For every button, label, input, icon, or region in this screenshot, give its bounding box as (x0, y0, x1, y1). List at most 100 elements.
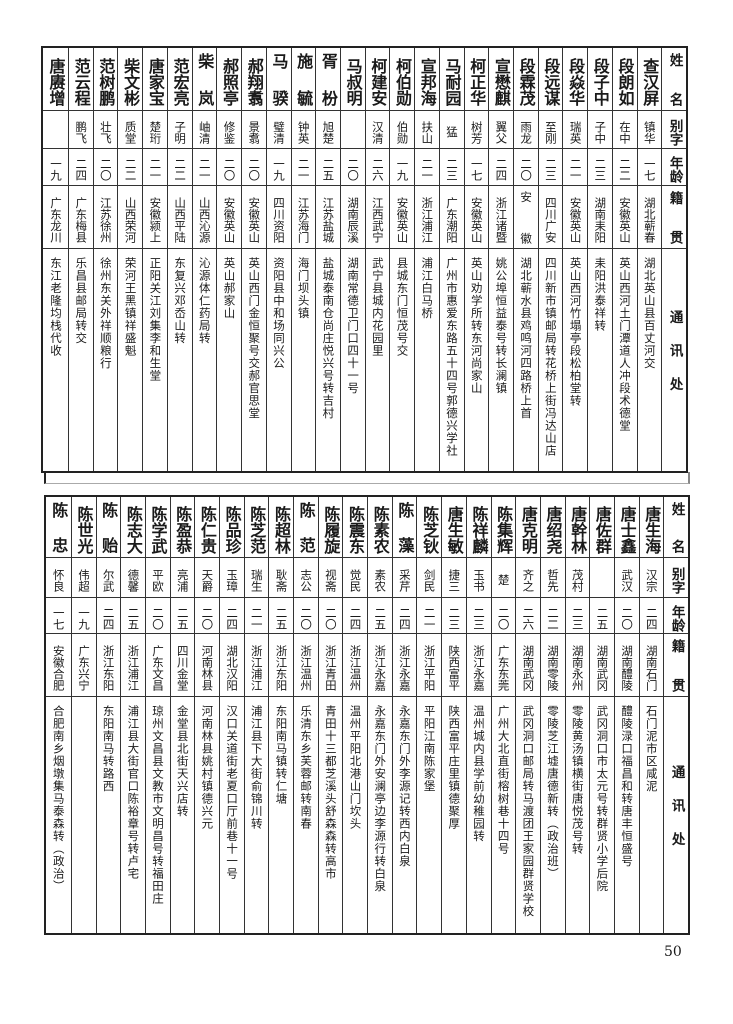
header-age-cell: 年龄 (662, 149, 686, 186)
address-cell (72, 697, 96, 933)
age-cell: 二五 (590, 598, 614, 634)
age-cell: 二四 (639, 598, 664, 634)
header-alias-text: 别字 (668, 566, 685, 594)
origin-cell: 安徽英山 (217, 186, 242, 249)
name-text: 柴文彬 (121, 57, 141, 106)
address-cell: 陕西富平庄里镇德聚厚 (442, 697, 466, 933)
age-cell: 二五 (121, 598, 145, 634)
person-column: 唐赓增 一九 广东龙川 东江老隆均栈代收 (43, 48, 69, 471)
address-cell: 温州平阳北港山门坎头 (343, 697, 367, 933)
age-text: 二五 (321, 158, 336, 181)
person-column: 段远谋 至刚 二三 四川广安 四川新市镇邮局转花桥上街冯达山店 (537, 48, 563, 471)
origin-cell: 广东龙川 (43, 186, 69, 249)
name-cell: 查汉屏 (637, 48, 662, 111)
age-cell: 二一 (417, 598, 442, 634)
origin-cell: 安徽英山 (612, 186, 637, 249)
alias-cell: 玉璋 (219, 558, 244, 598)
header-address-text: 通讯处 (668, 764, 685, 866)
age-text: 一九 (48, 158, 63, 181)
name-cell: 陈学武 (145, 497, 170, 558)
name-cell: 唐士鑫 (614, 497, 639, 558)
address-text: 英山西河土门潭道人冲段术德堂 (618, 257, 633, 432)
origin-text: 河南林县 (200, 644, 215, 691)
alias-cell: 壮飞 (93, 111, 118, 149)
address-text: 海门坝头镇 (296, 257, 311, 320)
age-cell: 二二 (167, 149, 192, 186)
address-cell: 广州大北直街榕树巷十四号 (492, 697, 516, 933)
age-text: 一七 (51, 606, 66, 630)
name-cell: 范宏亮 (167, 48, 192, 111)
address-text: 东江老隆均栈代收 (48, 257, 63, 357)
origin-text: 浙江诸暨 (494, 196, 509, 243)
origin-text: 江西武宁 (370, 196, 385, 243)
person-column: 柯正华 树芳 一七 安徽英山 英山劝学所转东河尚家山 (463, 48, 489, 471)
age-cell: 二〇 (340, 149, 365, 186)
person-column: 胥枌 旭楚 二五 江苏盐城 盐城泰南仓尚庄悦兴号转吉村 (315, 48, 340, 471)
name-text: 陈祥麟 (469, 505, 489, 554)
origin-text: 浙江东阳 (101, 644, 116, 691)
origin-cell: 浙江浦江 (121, 634, 145, 697)
address-cell: 资阳县中和场同兴公 (267, 249, 291, 471)
age-cell: 一七 (464, 149, 489, 186)
name-cell: 陈超林 (269, 497, 293, 558)
address-text: 武宁县城内花园里 (370, 257, 385, 357)
alias-text: 猛 (444, 126, 459, 138)
origin-text: 浙江永嘉 (471, 644, 486, 691)
age-text: 二三 (570, 606, 585, 630)
address-text: 武冈洞口市太元号转群贤小学后院 (595, 705, 610, 893)
age-text: 二四 (348, 606, 363, 630)
age-text: 二三 (447, 606, 462, 630)
age-cell: 二四 (343, 598, 368, 634)
name-cell: 陈履旋 (318, 497, 343, 558)
name-text: 陈学武 (148, 505, 168, 554)
age-text: 二二 (546, 606, 561, 630)
person-column: 陈志大 德馨 二五 浙江浦江 浦江县大街官口陈裕章号转卢宅 (120, 497, 145, 933)
alias-text: 齐之 (521, 568, 536, 592)
address-cell: 东江老隆均栈代收 (43, 249, 68, 471)
age-cell: 二〇 (93, 149, 118, 186)
age-text: 二一 (197, 158, 212, 181)
age-cell: 二〇 (513, 149, 538, 186)
address-cell: 汉口关道街老夏口厅前巷十一号 (220, 697, 244, 933)
age-cell: 二〇 (294, 598, 318, 634)
address-cell: 武宁县城内花园里 (366, 249, 390, 471)
address-cell: 青田十三都芝溪头舒森森转高市 (319, 697, 343, 933)
alias-cell: 素农 (368, 558, 392, 598)
age-cell: 二五 (316, 149, 340, 186)
origin-cell: 陕西富平 (442, 634, 466, 697)
alias-text: 子中 (593, 120, 608, 144)
address-cell: 徐州东关外祥顺粮行 (94, 249, 118, 471)
origin-text: 湖南辰溪 (346, 196, 361, 243)
name-text: 施毓 (294, 53, 314, 106)
alias-text: 觉民 (348, 568, 363, 592)
address-cell: 英山劝学所转东河尚家山 (465, 249, 489, 471)
origin-cell: 湖南石门 (639, 634, 664, 697)
age-text: 二一 (249, 606, 264, 630)
address-text: 英山劝学所转东河尚家山 (469, 257, 484, 395)
address-text: 醴陵渌口福昌和转唐丰恒盛号 (620, 705, 635, 868)
alias-cell: 扶山 (415, 111, 439, 149)
address-text: 四川新市镇邮局转花桥上街冯达山店 (543, 257, 558, 457)
name-cell: 段焱华 (563, 48, 588, 111)
person-column: 唐幹林 茂村 二三 湖南永州 零陵黄汤镇横街唐悦茂号转 (564, 497, 590, 933)
person-column: 陈忠 怀良 一七 安徽合肥 合肥南乡烟墩集马泰森转（政治） (46, 497, 71, 933)
name-cell: 范树鹏 (93, 48, 118, 111)
person-column: 范云程 鹏飞 二四 广东梅县 乐昌县邮局转交 (68, 48, 93, 471)
name-cell: 柯建安 (365, 48, 390, 111)
age-cell: 二〇 (491, 598, 516, 634)
address-cell: 武冈洞口邮局转马渡团王家园群贤学校 (516, 697, 540, 933)
origin-text: 山西荣河 (123, 196, 138, 243)
page-number: 50 (664, 944, 682, 960)
age-cell: 二四 (392, 598, 417, 634)
name-cell: 陈盈恭 (170, 497, 195, 558)
alias-text: 钟英 (296, 120, 311, 144)
origin-text: 湖北汉阳 (225, 644, 240, 691)
alias-text: 瑞英 (568, 120, 583, 144)
alias-text: 玉璋 (225, 568, 240, 592)
origin-cell: 湖南耒阳 (588, 186, 612, 249)
name-text: 陈仁贵 (197, 505, 217, 554)
alias-cell: 岫清 (192, 111, 217, 149)
alias-cell: 楚珩 (143, 111, 167, 149)
table-separator (44, 472, 690, 484)
header-name-text: 姓名 (666, 53, 683, 106)
